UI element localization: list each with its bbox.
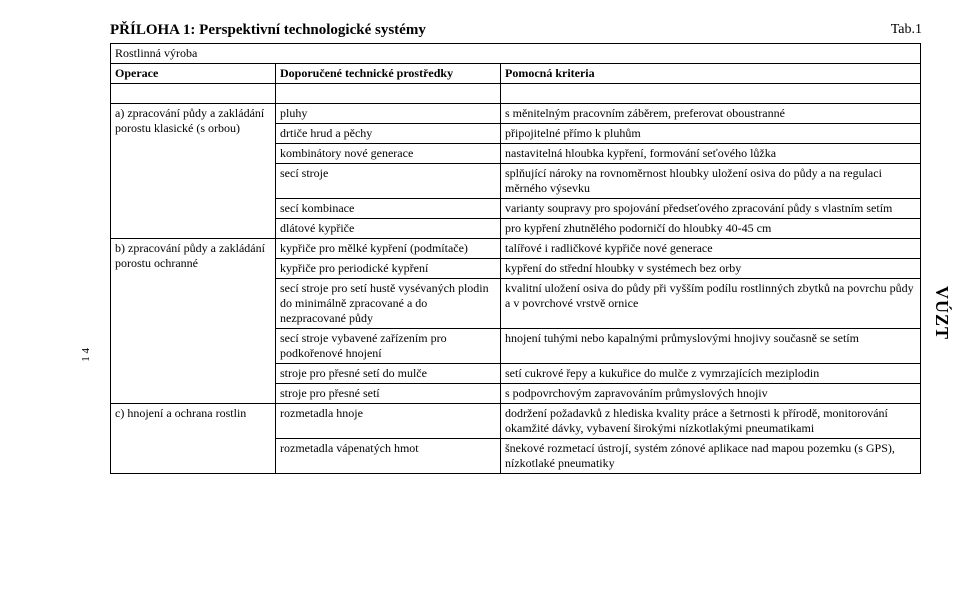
table-row: c) hnojení a ochrana rostlin rozmetadla … [111,404,921,439]
col-header-op: Operace [111,64,276,84]
cell-crit: hnojení tuhými nebo kapalnými průmyslový… [501,329,921,364]
cell-tech: drtiče hrud a pěchy [276,124,501,144]
page-root: PŘÍLOHA 1: Perspektivní technologické sy… [0,0,960,600]
cell-tech: secí stroje [276,164,501,199]
spacer-row [111,84,921,104]
page-number: 1 4 [80,348,92,362]
cell-crit: připojitelné přímo k pluhům [501,124,921,144]
cell-tech: stroje pro přesné setí do mulče [276,364,501,384]
main-table: Rostlinná výroba Operace Doporučené tech… [110,43,921,474]
cell-crit: kypření do střední hloubky v systémech b… [501,259,921,279]
cell-tech: kypřiče pro mělké kypření (podmítače) [276,239,501,259]
cell-crit: dodržení požadavků z hlediska kvality pr… [501,404,921,439]
cell-tech: dlátové kypřiče [276,219,501,239]
cell-crit: šnekové rozmetací ústrojí, systém zónové… [501,439,921,474]
cell-tech: rozmetadla vápenatých hmot [276,439,501,474]
cell-crit: splňující nároky na rovnoměrnost hloubky… [501,164,921,199]
side-label: VÚZT [931,286,952,340]
col-header-crit: Pomocná kriteria [501,64,921,84]
spacer-cell [276,84,501,104]
cell-crit: s podpovrchovým zapravováním průmyslovýc… [501,384,921,404]
cell-tech: secí kombinace [276,199,501,219]
cell-tech: pluhy [276,104,501,124]
col-header-tech: Doporučené technické prostředky [276,64,501,84]
cell-tech: stroje pro přesné setí [276,384,501,404]
page-title: PŘÍLOHA 1: Perspektivní technologické sy… [110,22,922,39]
table-number: Tab.1 [891,22,922,38]
cell-crit: nastavitelná hloubka kypření, formování … [501,144,921,164]
cell-tech: kypřiče pro periodické kypření [276,259,501,279]
cell-crit: pro kypření zhutnělého podorničí do hlou… [501,219,921,239]
cell-crit: s měnitelným pracovním záběrem, preferov… [501,104,921,124]
table-subheading: Rostlinná výroba [111,44,921,64]
cell-op-b: b) zpracování půdy a zakládání porostu o… [111,239,276,404]
cell-crit: talířové i radličkové kypřiče nové gener… [501,239,921,259]
table-row: b) zpracování půdy a zakládání porostu o… [111,239,921,259]
cell-tech: secí stroje pro setí hustě vysévaných pl… [276,279,501,329]
spacer-cell [501,84,921,104]
table-header-row: Operace Doporučené technické prostředky … [111,64,921,84]
cell-crit: kvalitní uložení osiva do půdy při vyšší… [501,279,921,329]
table-subheading-row: Rostlinná výroba [111,44,921,64]
cell-crit: setí cukrové řepy a kukuřice do mulče z … [501,364,921,384]
cell-op-a: a) zpracování půdy a zakládání porostu k… [111,104,276,239]
cell-tech: rozmetadla hnoje [276,404,501,439]
cell-tech: secí stroje vybavené zařízením pro podko… [276,329,501,364]
cell-op-c: c) hnojení a ochrana rostlin [111,404,276,474]
cell-crit: varianty soupravy pro spojování předseťo… [501,199,921,219]
spacer-cell [111,84,276,104]
cell-tech: kombinátory nové generace [276,144,501,164]
table-row: a) zpracování půdy a zakládání porostu k… [111,104,921,124]
